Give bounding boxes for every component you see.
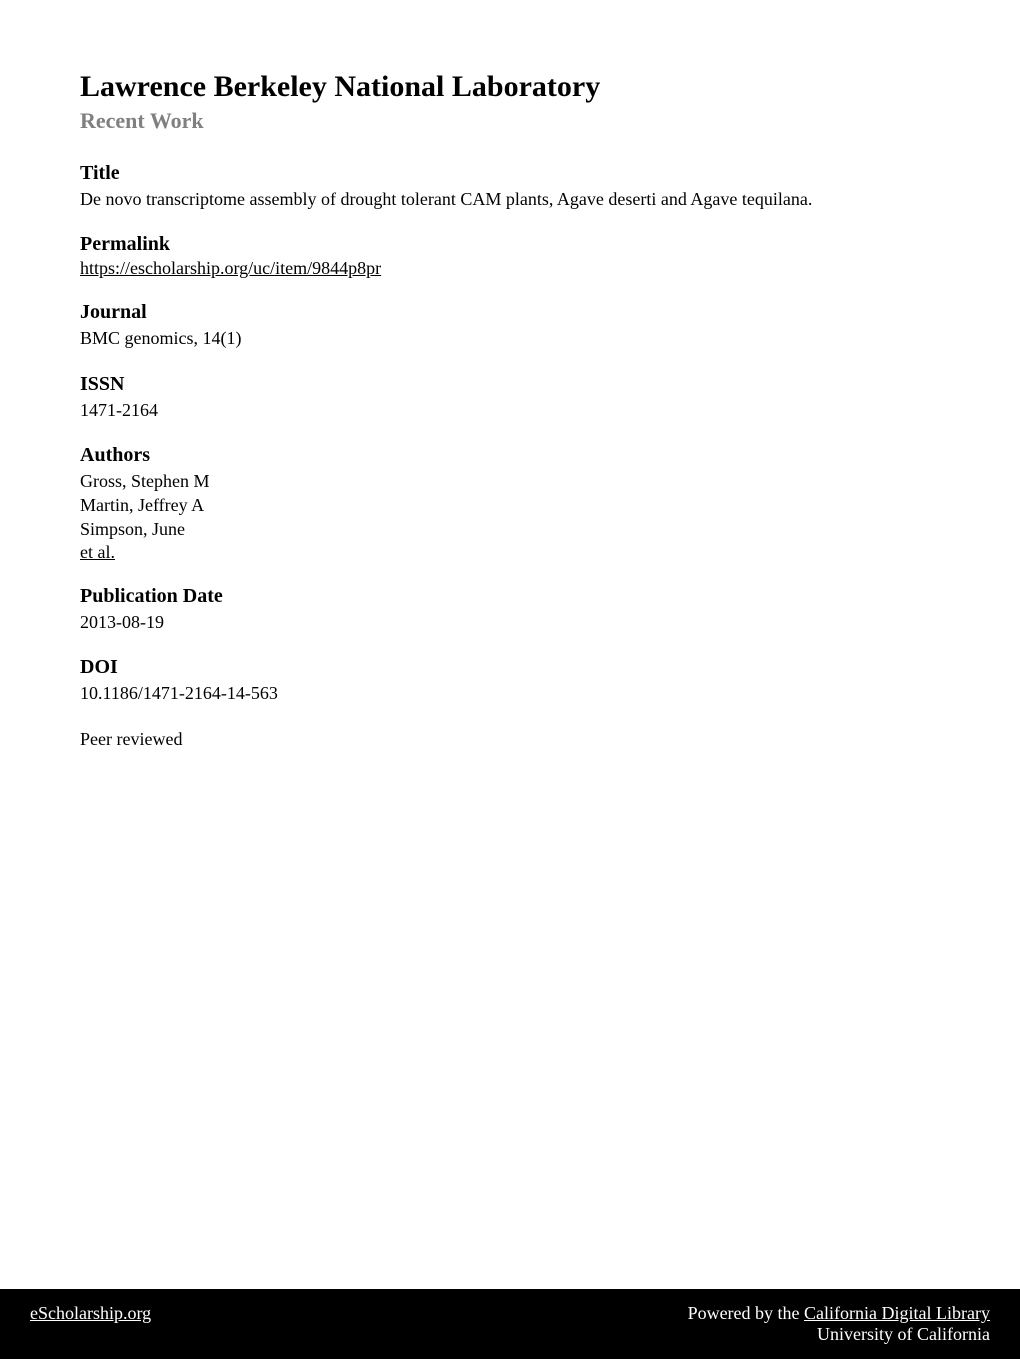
pubdate-body: 2013-08-19 (80, 610, 940, 634)
footer-escholarship-link[interactable]: eScholarship.org (30, 1303, 151, 1324)
issn-body: 1471-2164 (80, 398, 940, 422)
journal-heading: Journal (80, 301, 940, 324)
authors-heading: Authors (80, 444, 940, 467)
doi-section: DOI 10.1186/1471-2164-14-563 (80, 656, 940, 705)
author-1: Martin, Jeffrey A (80, 493, 940, 517)
authors-etal-link[interactable]: et al. (80, 542, 115, 562)
title-section: Title De novo transcriptome assembly of … (80, 162, 940, 211)
issn-section: ISSN 1471-2164 (80, 373, 940, 422)
page-content: Lawrence Berkeley National Laboratory Re… (0, 0, 1020, 752)
footer-right-line2: University of California (688, 1324, 990, 1345)
author-2: Simpson, June (80, 517, 940, 541)
authors-section: Authors Gross, Stephen M Martin, Jeffrey… (80, 444, 940, 563)
permalink-section: Permalink https://escholarship.org/uc/it… (80, 233, 940, 279)
footer: eScholarship.org Powered by the Californ… (0, 1289, 1020, 1359)
pubdate-heading: Publication Date (80, 585, 940, 608)
doi-body: 10.1186/1471-2164-14-563 (80, 681, 940, 705)
permalink-heading: Permalink (80, 233, 940, 256)
issn-heading: ISSN (80, 373, 940, 396)
journal-body: BMC genomics, 14(1) (80, 326, 940, 350)
title-heading: Title (80, 162, 940, 185)
peer-section: Peer reviewed (80, 727, 940, 751)
title-body: De novo transcriptome assembly of drough… (80, 187, 940, 211)
footer-cdl-link[interactable]: California Digital Library (804, 1303, 990, 1323)
permalink-link[interactable]: https://escholarship.org/uc/item/9844p8p… (80, 258, 381, 278)
author-0: Gross, Stephen M (80, 469, 940, 493)
subtitle: Recent Work (80, 108, 940, 134)
journal-section: Journal BMC genomics, 14(1) (80, 301, 940, 350)
footer-right-line1: Powered by the California Digital Librar… (688, 1303, 990, 1324)
footer-powered-prefix: Powered by the (688, 1303, 804, 1323)
footer-right: Powered by the California Digital Librar… (688, 1303, 990, 1345)
pubdate-section: Publication Date 2013-08-19 (80, 585, 940, 634)
main-title: Lawrence Berkeley National Laboratory (80, 70, 940, 104)
doi-heading: DOI (80, 656, 940, 679)
peer-body: Peer reviewed (80, 727, 940, 751)
